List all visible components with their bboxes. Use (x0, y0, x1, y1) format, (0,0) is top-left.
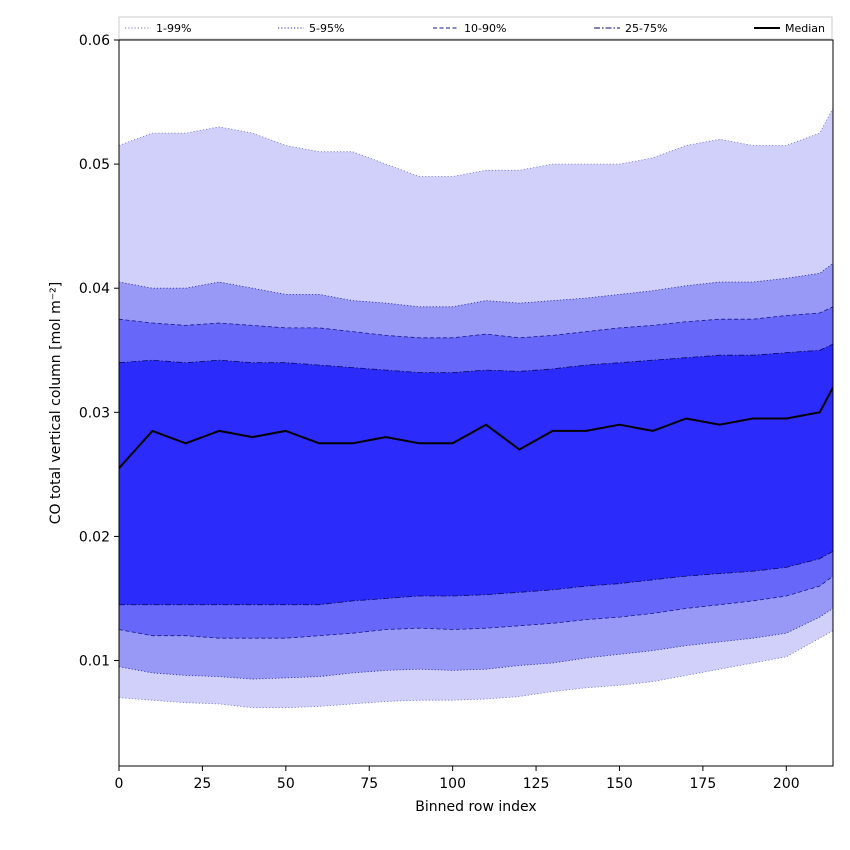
x-tick-label: 100 (439, 776, 466, 792)
x-tick-label: 200 (773, 776, 800, 792)
x-axis-label: Binned row index (415, 799, 536, 815)
legend-label: 1-99% (156, 22, 191, 35)
band-lower-line-10-90% (119, 575, 833, 639)
legend: 1-99% 5-95% 10-90% 25-75% Median (118, 16, 833, 40)
band-upper-line-10-90% (119, 306, 833, 339)
y-tick-label: 0.06 (79, 33, 110, 49)
median-line (119, 387, 833, 469)
legend-label: 10-90% (464, 22, 506, 35)
y-axis: 0.01 0.02 0.03 0.04 0.05 0.06 (79, 33, 119, 670)
plot-area (119, 108, 833, 709)
legend-label: 5-95% (309, 22, 344, 35)
x-tick-label: 175 (690, 776, 717, 792)
band-lower-line-5-95% (119, 608, 833, 680)
x-tick-label: 125 (523, 776, 550, 792)
x-tick-label: 150 (606, 776, 633, 792)
y-tick-label: 0.04 (79, 281, 110, 297)
band-lower-line-1-99% (119, 630, 833, 709)
y-axis-label: CO total vertical column [mol m⁻²] (48, 282, 64, 524)
band-upper-line-25-75% (119, 343, 833, 374)
y-tick-label: 0.01 (79, 654, 110, 670)
band-lower-line-25-75% (119, 550, 833, 606)
x-tick-label: 0 (115, 776, 124, 792)
x-tick-label: 50 (277, 776, 295, 792)
band-upper-line-1-99% (119, 108, 833, 177)
y-tick-label: 0.05 (79, 157, 110, 173)
y-tick-label: 0.03 (79, 405, 110, 421)
legend-label: 25-75% (625, 22, 667, 35)
legend-label: Median (785, 22, 825, 35)
y-tick-label: 0.02 (79, 529, 110, 545)
x-tick-label: 25 (193, 776, 211, 792)
x-tick-label: 75 (360, 776, 378, 792)
legend-box (118, 16, 833, 40)
x-axis: 0 25 50 75 100 125 150 175 200 (115, 766, 800, 792)
plot-frame (118, 39, 834, 767)
band-25-75% (119, 344, 833, 605)
